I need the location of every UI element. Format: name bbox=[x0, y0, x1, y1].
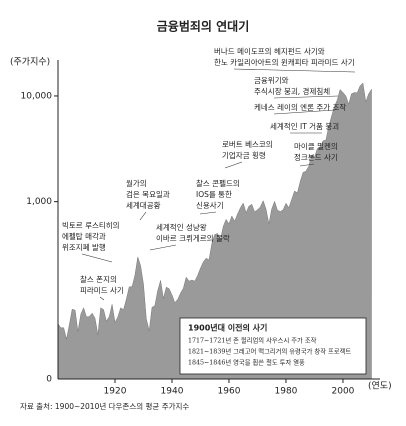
note-line: 1717~1721년 존 윌리엄의 사우스시 주가 조작 bbox=[188, 336, 317, 345]
annotation: 로버트 베스코의 bbox=[222, 139, 273, 149]
annotation: IOS를 통한 bbox=[196, 190, 232, 199]
pointer bbox=[273, 95, 339, 99]
x-tick-label: 2000 bbox=[332, 387, 355, 397]
x-tick-label: 1920 bbox=[104, 387, 127, 397]
annotation: 찰스 콘펠드의 bbox=[196, 178, 240, 188]
note-line: 1845~1846년 영국을 휩쓴 철도 투자 열풍 bbox=[188, 358, 305, 367]
annotation: 금융위기와 bbox=[254, 75, 289, 85]
annotation: 세계적인 IT 거품 붕괴 bbox=[270, 121, 339, 131]
note-box bbox=[179, 317, 367, 375]
pointer bbox=[199, 211, 217, 215]
annotation: 주식시장 붕괴, 경제침체 bbox=[254, 86, 330, 96]
annotation: 빅토르 루스티히의 bbox=[62, 220, 120, 230]
annotation: 세계대공황 bbox=[126, 200, 161, 210]
y-tick-label: 10,000 bbox=[21, 91, 53, 101]
annotation: 에펠탑 매각과 bbox=[62, 231, 106, 241]
annotation: 피라미드 사기 bbox=[80, 286, 124, 295]
x-tick-label: 1960 bbox=[218, 387, 241, 397]
pointer bbox=[273, 109, 336, 115]
pointer bbox=[81, 253, 113, 263]
annotation: 기업자금 횡령 bbox=[222, 150, 266, 160]
source: 자료 출처: 1900~2010년 다우존스의 평균 주가지수 bbox=[20, 401, 189, 411]
annotation: 월가의 bbox=[126, 178, 147, 188]
annotation: 위조지폐 발행 bbox=[62, 242, 106, 252]
annotation: 검은 목요일과 bbox=[126, 189, 170, 199]
y-origin-label: 0 bbox=[46, 375, 52, 385]
pointer bbox=[233, 68, 356, 73]
annotation: 신용사기 bbox=[196, 201, 224, 210]
annotation: 이바르 크뤼게르의 몰락 bbox=[156, 233, 230, 243]
pointer bbox=[99, 296, 105, 301]
note-line: 1821~1839년 그레고어 맥그리거의 유령국가 창작 프로젝트 bbox=[188, 347, 351, 356]
y-axis-label: (주가지수) bbox=[10, 57, 50, 68]
pointer bbox=[224, 161, 243, 169]
annotation: 정크본드 사기 bbox=[294, 152, 338, 162]
pointer bbox=[299, 163, 315, 167]
x-tick-label: 1940 bbox=[161, 387, 184, 397]
annotation: 한노 카일리아아트의 윈캐피타 피라미드 사기 bbox=[214, 57, 355, 67]
pointer bbox=[139, 211, 147, 221]
annotation: 케네스 레이의 엔론 주가 조작 bbox=[254, 102, 346, 112]
annotation: 세계적인 성냥왕 bbox=[156, 222, 207, 232]
annotation: 마이클 밀켄의 bbox=[294, 141, 338, 151]
chart-title: 금융범죄의 연대기 bbox=[157, 19, 250, 34]
note-title: 1900년대 이전의 사기 bbox=[188, 323, 267, 333]
pointer bbox=[149, 244, 177, 251]
annotation: 버나드 메이도프의 헤지펀드 사기와 bbox=[214, 46, 325, 56]
x-axis-label: (연도) bbox=[368, 381, 392, 392]
y-tick-label: 1,000 bbox=[26, 197, 52, 207]
area bbox=[57, 82, 372, 380]
x-tick-label: 1980 bbox=[275, 387, 298, 397]
annotation: 찰스 폰지의 bbox=[80, 274, 117, 284]
